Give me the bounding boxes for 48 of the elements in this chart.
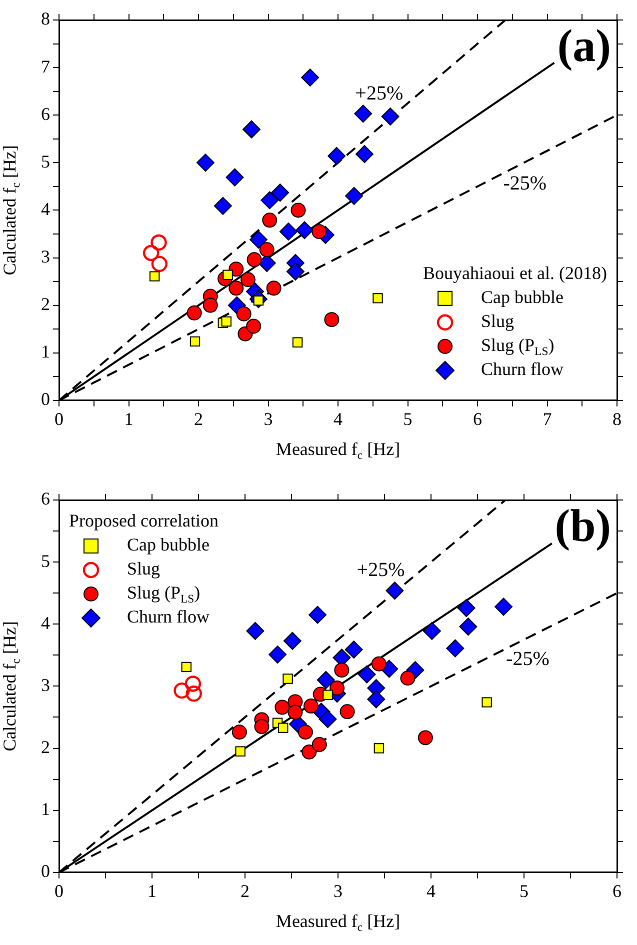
y-tick-label: 0 [41, 389, 50, 410]
x-tick-label: 5 [403, 408, 412, 429]
x-tick-label: 2 [240, 880, 250, 901]
y-tick-label: 0 [41, 861, 50, 882]
y-axis-title: Calculated fc [Hz] [0, 145, 22, 276]
x-tick-label: 2 [194, 408, 203, 429]
y-tick-label: 1 [41, 799, 50, 820]
y-tick-label: 3 [41, 674, 50, 695]
x-tick-label: 4 [426, 880, 436, 901]
y-tick-label: 8 [41, 8, 50, 29]
y-tick-label: 2 [41, 737, 50, 757]
x-tick-label: 6 [612, 880, 622, 901]
legend-label: Churn flow [481, 359, 564, 380]
y-tick-label: 5 [41, 550, 50, 571]
y-tick-label: 3 [41, 246, 50, 266]
annotation: (b) [554, 500, 611, 551]
legend-label: Slug [481, 311, 514, 332]
annotation: -25% [503, 172, 547, 194]
y-tick-label: 7 [41, 56, 50, 76]
x-tick-label: 4 [334, 408, 342, 429]
x-tick-label: 0 [54, 408, 64, 429]
x-tick-label: 5 [520, 880, 528, 901]
y-tick-label: 2 [41, 294, 50, 314]
legend-label: Cap bubble [481, 287, 564, 308]
legend-label: Churn flow [127, 606, 210, 627]
y-tick-label: 4 [41, 198, 50, 219]
y-tick-label: 6 [41, 488, 50, 509]
y-axis-title: Calculated fc [Hz] [0, 621, 22, 752]
annotation: -25% [506, 648, 550, 670]
x-tick-label: 7 [542, 408, 552, 429]
y-tick-label: 1 [41, 342, 50, 362]
x-tick-label: 8 [612, 408, 622, 429]
x-tick-label: 3 [264, 408, 273, 429]
legend-label: Slug [127, 558, 160, 579]
x-tick-label: 0 [54, 880, 64, 901]
y-tick-label: 4 [41, 612, 50, 633]
x-tick-label: 1 [148, 880, 156, 901]
legend-title: Bouyahiaoui et al. (2018) [423, 263, 608, 284]
y-tick-label: 5 [41, 151, 50, 172]
x-tick-label: 3 [334, 880, 342, 901]
annotation: +25% [356, 559, 405, 582]
x-tick-label: 1 [124, 408, 134, 429]
x-tick-label: 6 [473, 408, 482, 429]
annotation: +25% [355, 82, 404, 105]
annotation: (a) [557, 20, 611, 71]
y-tick-label: 6 [41, 104, 50, 124]
legend-label: Cap bubble [127, 534, 210, 555]
legend-title: Proposed correlation [69, 510, 218, 531]
